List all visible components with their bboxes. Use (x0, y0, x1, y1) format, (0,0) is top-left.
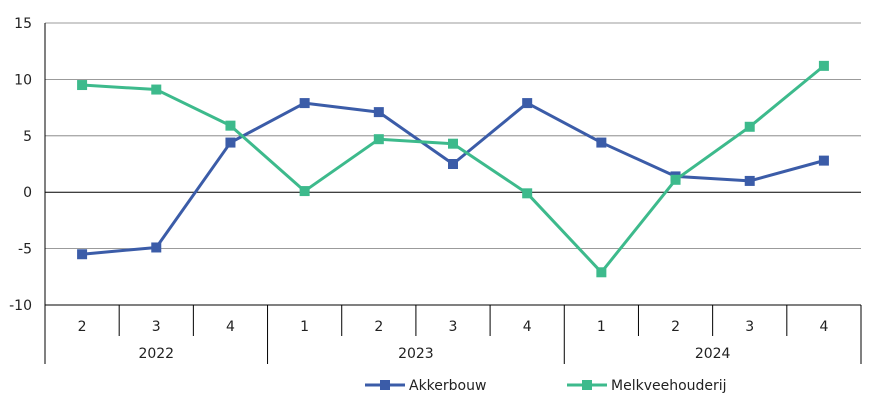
data-point (522, 188, 533, 199)
year-label: 2024 (695, 346, 731, 362)
data-point (448, 138, 458, 149)
data-point (448, 159, 458, 169)
data-point (77, 80, 88, 91)
data-point (818, 155, 829, 166)
y-tick-label: 10 (14, 72, 32, 88)
data-point (151, 242, 162, 253)
data-point (373, 134, 384, 145)
data-point (818, 60, 829, 71)
legend-label: Akkerbouw (409, 378, 486, 394)
quarter-label: 3 (745, 319, 754, 335)
y-tick-label: 0 (23, 185, 32, 201)
data-point (596, 267, 607, 278)
data-point (522, 98, 533, 109)
legend-swatch-marker (380, 380, 390, 390)
y-tick-label: -5 (18, 242, 32, 258)
quarter-label: 2 (374, 319, 383, 335)
y-tick-label: -10 (9, 298, 32, 314)
y-tick-label: 15 (14, 16, 32, 32)
year-label: 2023 (398, 346, 434, 362)
data-point (299, 186, 310, 197)
data-point (744, 175, 755, 186)
year-label: 2022 (138, 346, 174, 362)
y-axis: -10 -5 0 5 10 15 (9, 16, 861, 314)
quarter-label: 3 (152, 319, 161, 335)
legend: Akkerbouw Melkveehouderij (365, 378, 727, 394)
quarter-label: 1 (597, 319, 606, 335)
legend-swatch-marker (582, 380, 592, 390)
data-point (299, 98, 310, 109)
quarter-label: 4 (226, 319, 235, 335)
data-point (225, 137, 236, 148)
data-point (373, 107, 384, 118)
series-lines (77, 60, 829, 278)
y-tick-label: 5 (23, 129, 32, 145)
quarter-label: 4 (523, 319, 532, 335)
quarter-label: 3 (449, 319, 458, 335)
data-point (225, 120, 236, 131)
data-point (670, 174, 681, 185)
data-point (151, 84, 162, 95)
quarter-label: 4 (819, 319, 828, 335)
data-point (596, 137, 607, 148)
quarter-label: 1 (300, 319, 309, 335)
quarter-label: 2 (671, 319, 680, 335)
x-axis: 2 3 4 2022 1 2 3 4 2023 1 2 3 4 2024 (44, 304, 862, 364)
legend-label: Melkveehouderij (611, 378, 727, 394)
data-point (77, 249, 88, 260)
quarter-label: 2 (78, 319, 87, 335)
data-point (744, 121, 755, 132)
